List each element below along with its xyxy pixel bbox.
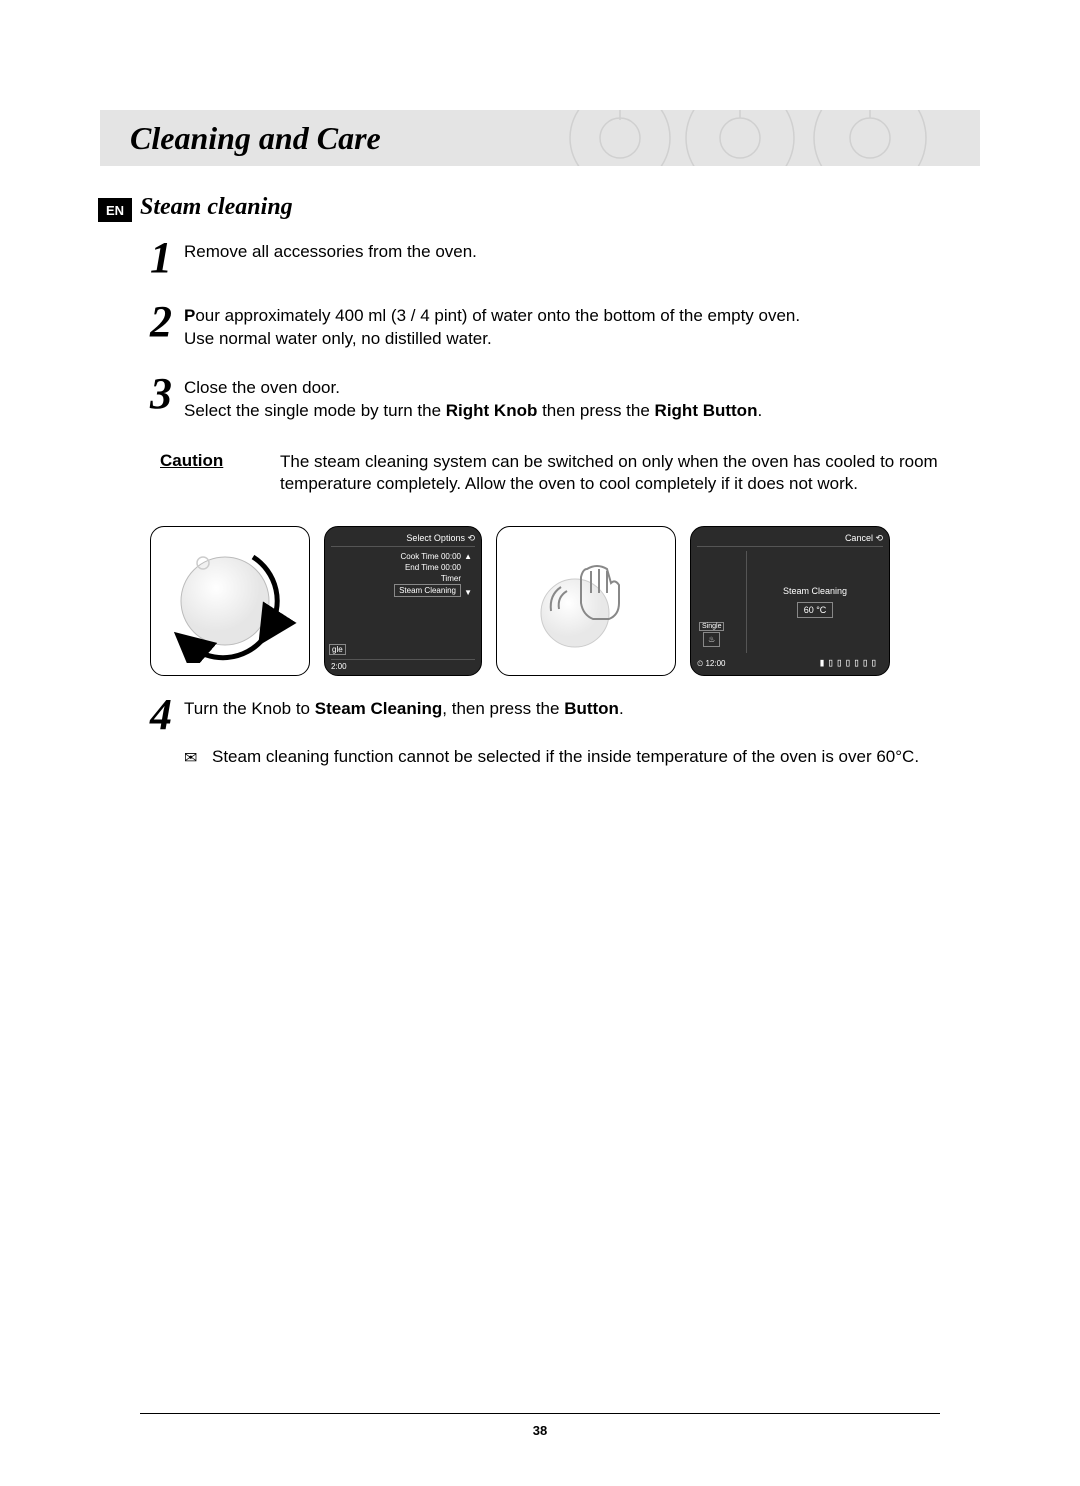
screen-bottom-time: 2:00 bbox=[331, 662, 347, 671]
t: , then press the bbox=[442, 699, 564, 718]
step-1: 1 Remove all accessories from the oven. bbox=[150, 237, 980, 279]
screen-row-endtime: End Time 00:00 bbox=[331, 562, 475, 573]
note-text: Steam cleaning function cannot be select… bbox=[212, 746, 919, 770]
step-line2: Use normal water only, no distilled wate… bbox=[184, 329, 492, 348]
t: Turn the Knob to bbox=[184, 699, 315, 718]
screen2-label: Steam Cleaning bbox=[783, 586, 847, 596]
title-decoration bbox=[560, 110, 980, 166]
t: then press the bbox=[537, 401, 654, 420]
steam-icon: ♨ bbox=[703, 632, 720, 647]
language-badge: EN bbox=[98, 198, 132, 222]
t-bold: Button bbox=[564, 699, 619, 718]
step-3: 3 Close the oven door. Select the single… bbox=[150, 373, 980, 423]
screen2-header: Cancel ⟲ bbox=[697, 533, 883, 547]
step-number: 4 bbox=[150, 694, 184, 736]
panel-knob-press bbox=[496, 526, 676, 676]
step-rest: our approximately 400 ml (3 / 4 pint) of… bbox=[195, 306, 800, 325]
step-line1: Close the oven door. bbox=[184, 378, 340, 397]
screen-row-steam: Steam Cleaning bbox=[394, 584, 461, 597]
note-block: ✉ Steam cleaning function cannot be sele… bbox=[184, 746, 980, 770]
step-text: Remove all accessories from the oven. bbox=[184, 237, 477, 279]
step-number: 2 bbox=[150, 301, 184, 351]
t-bold: Steam Cleaning bbox=[315, 699, 443, 718]
step-text: Pour approximately 400 ml (3 / 4 pint) o… bbox=[184, 301, 800, 351]
step-text: Close the oven door. Select the single m… bbox=[184, 373, 762, 423]
step-lead: P bbox=[184, 306, 195, 325]
screen-left-tag: gle bbox=[329, 644, 346, 655]
t-bold: Right Knob bbox=[446, 401, 538, 420]
screen2-clock: ⏲ 12:00 bbox=[697, 659, 726, 669]
knob-turn-illustration bbox=[165, 541, 297, 663]
t: . bbox=[619, 699, 624, 718]
knob-press-illustration bbox=[537, 557, 657, 657]
panel-screen-steam: Cancel ⟲ Single ♨ Steam Cleaning 60 °C ⏲… bbox=[690, 526, 890, 676]
caution-label: Caution bbox=[160, 451, 280, 497]
note-icon: ✉ bbox=[184, 746, 212, 770]
screen-row-cooktime: Cook Time 00:00▲ bbox=[331, 551, 475, 562]
section-subtitle: Steam cleaning bbox=[140, 194, 980, 221]
footer-divider bbox=[140, 1413, 940, 1414]
step-number: 3 bbox=[150, 373, 184, 423]
illustration-panels: Select Options ⟲ Cook Time 00:00▲ End Ti… bbox=[150, 526, 980, 676]
screen-header: Select Options ⟲ bbox=[331, 533, 475, 547]
screen2-temp: 60 °C bbox=[797, 602, 834, 618]
t: Select the single mode by turn the bbox=[184, 401, 446, 420]
screen2-progress: ▮▯▯▯▯▯▯ bbox=[819, 656, 879, 669]
step-4: 4 Turn the Knob to Steam Cleaning, then … bbox=[150, 694, 980, 736]
page-title: Cleaning and Care bbox=[130, 120, 381, 157]
panel-screen-options: Select Options ⟲ Cook Time 00:00▲ End Ti… bbox=[324, 526, 482, 676]
step-number: 1 bbox=[150, 237, 184, 279]
caution-text: The steam cleaning system can be switche… bbox=[280, 451, 980, 497]
t-bold: Right Button bbox=[655, 401, 758, 420]
page-number: 38 bbox=[0, 1423, 1080, 1438]
step-2: 2 Pour approximately 400 ml (3 / 4 pint)… bbox=[150, 301, 980, 351]
caution-block: Caution The steam cleaning system can be… bbox=[160, 451, 980, 497]
step-text: Turn the Knob to Steam Cleaning, then pr… bbox=[184, 694, 624, 736]
screen2-single: Single bbox=[699, 622, 724, 631]
screen-row-timer: Timer bbox=[331, 573, 475, 584]
title-bar: Cleaning and Care bbox=[100, 110, 980, 166]
t: . bbox=[757, 401, 762, 420]
panel-knob-turn bbox=[150, 526, 310, 676]
